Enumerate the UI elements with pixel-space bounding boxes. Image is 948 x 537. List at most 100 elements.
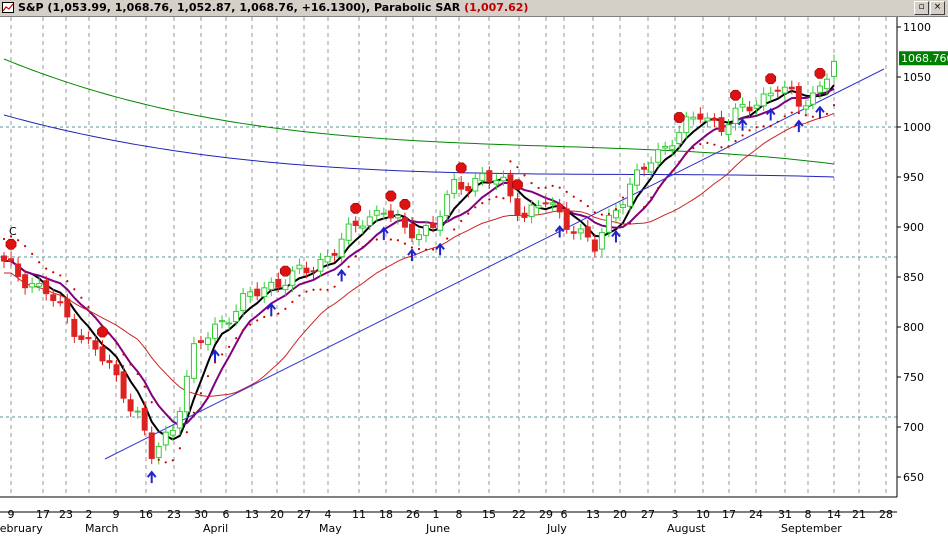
candle-body	[113, 364, 120, 376]
x-tick-label: 30	[194, 508, 208, 521]
x-month-label: June	[425, 522, 450, 535]
sar-dot	[642, 205, 646, 209]
x-tick-label: 29	[539, 508, 553, 521]
candle-body	[458, 181, 465, 190]
y-tick-label: 1000	[903, 121, 931, 134]
restore-window-button[interactable]: ▫	[914, 1, 929, 15]
sar-dot	[396, 239, 399, 242]
buy-arrow-icon	[794, 119, 804, 133]
sar-dot	[790, 111, 793, 114]
candle-body	[598, 232, 605, 250]
candle-body	[254, 288, 261, 297]
candle-body	[240, 293, 247, 311]
candle-body	[338, 238, 345, 258]
candle-body	[781, 86, 788, 94]
candle-body	[29, 283, 36, 288]
sar-dot	[748, 129, 751, 132]
stop-sign-icon	[399, 199, 411, 210]
candle-body	[176, 410, 183, 429]
sar-dot	[354, 255, 357, 258]
x-tick-label: 28	[879, 508, 893, 521]
x-tick-label: 20	[613, 508, 627, 521]
sar-dot	[227, 345, 231, 348]
sar-dot	[52, 271, 55, 274]
sar-dot	[129, 363, 132, 366]
stop-sign-icon	[512, 179, 523, 191]
candle-body	[275, 278, 282, 288]
candle-body	[99, 346, 106, 362]
candle-body	[233, 310, 240, 323]
sar-dot	[417, 247, 421, 251]
sar-dot	[108, 332, 111, 336]
x-month-label: September	[781, 522, 842, 535]
buy-arrow-icon	[815, 105, 825, 119]
sar-dot	[235, 337, 238, 340]
candle-body	[711, 118, 718, 121]
sar-dot	[572, 195, 575, 198]
sar-dot	[347, 265, 350, 268]
x-tick-label: 27	[297, 508, 311, 521]
x-tick-label: 23	[167, 508, 181, 521]
sar-dot	[804, 114, 807, 117]
sar-dot	[657, 186, 660, 190]
candle-body	[563, 208, 570, 230]
sar-dot	[389, 238, 392, 241]
x-tick-label: 13	[586, 508, 600, 521]
candle-body	[50, 294, 57, 301]
sar-dot	[811, 115, 814, 118]
candle-body	[591, 239, 598, 252]
parabolic-sar-dots	[2, 103, 836, 464]
sar-dot	[59, 274, 62, 277]
buy-arrow-icon	[765, 107, 776, 121]
x-tick-label: 15	[482, 508, 496, 521]
candle-body	[36, 283, 43, 287]
candle-body	[690, 116, 697, 120]
sar-dot	[319, 288, 322, 291]
sar-dot	[720, 146, 723, 149]
sar-dot	[460, 219, 463, 223]
sar-dot	[671, 170, 674, 173]
moving-averages	[3, 58, 885, 460]
sar-dot	[192, 411, 196, 414]
sar-dot	[122, 353, 125, 356]
candle-body	[753, 104, 760, 109]
candle-body	[64, 298, 71, 318]
candle-body	[619, 204, 626, 208]
candle-body	[261, 287, 268, 298]
sar-dot	[368, 240, 371, 243]
buy-arrow-icon	[435, 242, 445, 256]
sar-dot	[537, 186, 540, 190]
y-tick-label: 800	[903, 321, 924, 334]
candle-body	[282, 284, 289, 291]
sar-dot	[467, 212, 470, 215]
x-tick-label: 6	[561, 508, 568, 521]
x-tick-label: 26	[406, 508, 420, 521]
candle-body	[204, 337, 211, 345]
sar-dot	[530, 182, 533, 185]
x-tick-label: 22	[512, 508, 526, 521]
sar-dot	[424, 248, 428, 251]
symbol-name: S&P	[18, 1, 44, 14]
x-month-label: April	[203, 522, 228, 535]
candle-body	[183, 375, 190, 413]
sar-dot	[150, 401, 153, 404]
sar-dot	[762, 125, 765, 128]
candle-body	[831, 60, 837, 77]
stop-sign-icon	[97, 326, 108, 338]
sar-dot	[628, 222, 632, 225]
candle-body	[317, 258, 324, 272]
trendline	[104, 68, 885, 460]
sar-dot	[446, 237, 449, 240]
candle-body	[423, 225, 430, 236]
stop-sign-icon	[765, 73, 777, 85]
candle-body	[676, 131, 683, 145]
candle-body	[648, 162, 655, 173]
close-window-button[interactable]: ×	[930, 1, 945, 15]
sar-dot	[403, 242, 407, 245]
candle-body	[310, 270, 317, 273]
x-tick-label: 23	[59, 508, 73, 521]
sar-dot	[199, 392, 203, 395]
price-chart[interactable]: C 9 17 23 2 9 16 23 30 6 13 20 27 4 11 18 26 1 8 15 22 29 6 13…	[0, 17, 948, 537]
candle-body	[345, 223, 352, 241]
sar-dot	[825, 112, 829, 116]
